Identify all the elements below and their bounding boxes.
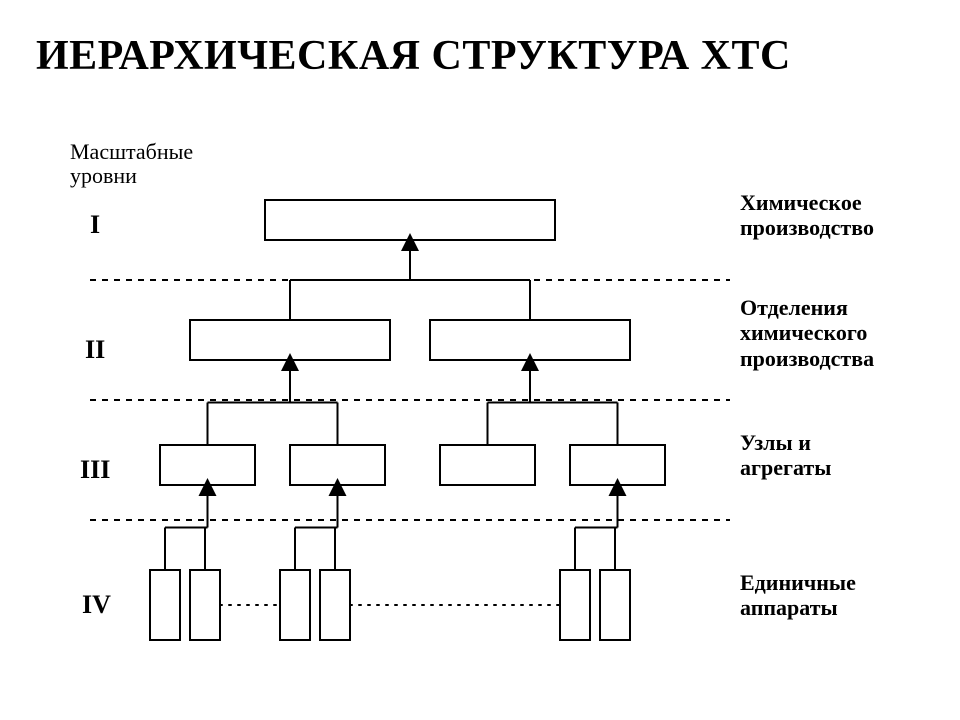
label-IV-line1: Единичные xyxy=(740,570,856,595)
node-level4-2 xyxy=(190,570,220,640)
label-IV-line2: аппараты xyxy=(740,595,838,620)
page-root: ИЕРАРХИЧЕСКАЯ СТРУКТУРА ХТС Масштабные у… xyxy=(0,0,960,720)
node-level1 xyxy=(265,200,555,240)
node-level2-left xyxy=(190,320,390,360)
label-III-line2: агрегаты xyxy=(740,455,831,480)
label-II-line3: производства xyxy=(740,346,874,371)
label-II-line1: Отделения xyxy=(740,295,848,320)
node-level4-4 xyxy=(320,570,350,640)
node-level3-2 xyxy=(290,445,385,485)
label-II-line2: химического xyxy=(740,320,867,345)
node-level3-3 xyxy=(440,445,535,485)
node-level4-1 xyxy=(150,570,180,640)
hierarchy-tree xyxy=(90,160,730,680)
label-I-line1: Химическое xyxy=(740,190,862,215)
node-level4-5 xyxy=(560,570,590,640)
label-level-II: Отделения химического производства xyxy=(740,295,874,371)
node-level3-1 xyxy=(160,445,255,485)
diagram-canvas: Масштабные уровни I II III IV Химическое… xyxy=(60,140,900,700)
label-level-III: Узлы и агрегаты xyxy=(740,430,831,481)
node-level2-right xyxy=(430,320,630,360)
label-I-line2: производство xyxy=(740,215,874,240)
label-level-I: Химическое производство xyxy=(740,190,874,241)
node-level3-4 xyxy=(570,445,665,485)
node-level4-6 xyxy=(600,570,630,640)
node-level4-3 xyxy=(280,570,310,640)
label-III-line1: Узлы и xyxy=(740,430,811,455)
label-level-IV: Единичные аппараты xyxy=(740,570,856,621)
page-title: ИЕРАРХИЧЕСКАЯ СТРУКТУРА ХТС xyxy=(0,0,960,80)
